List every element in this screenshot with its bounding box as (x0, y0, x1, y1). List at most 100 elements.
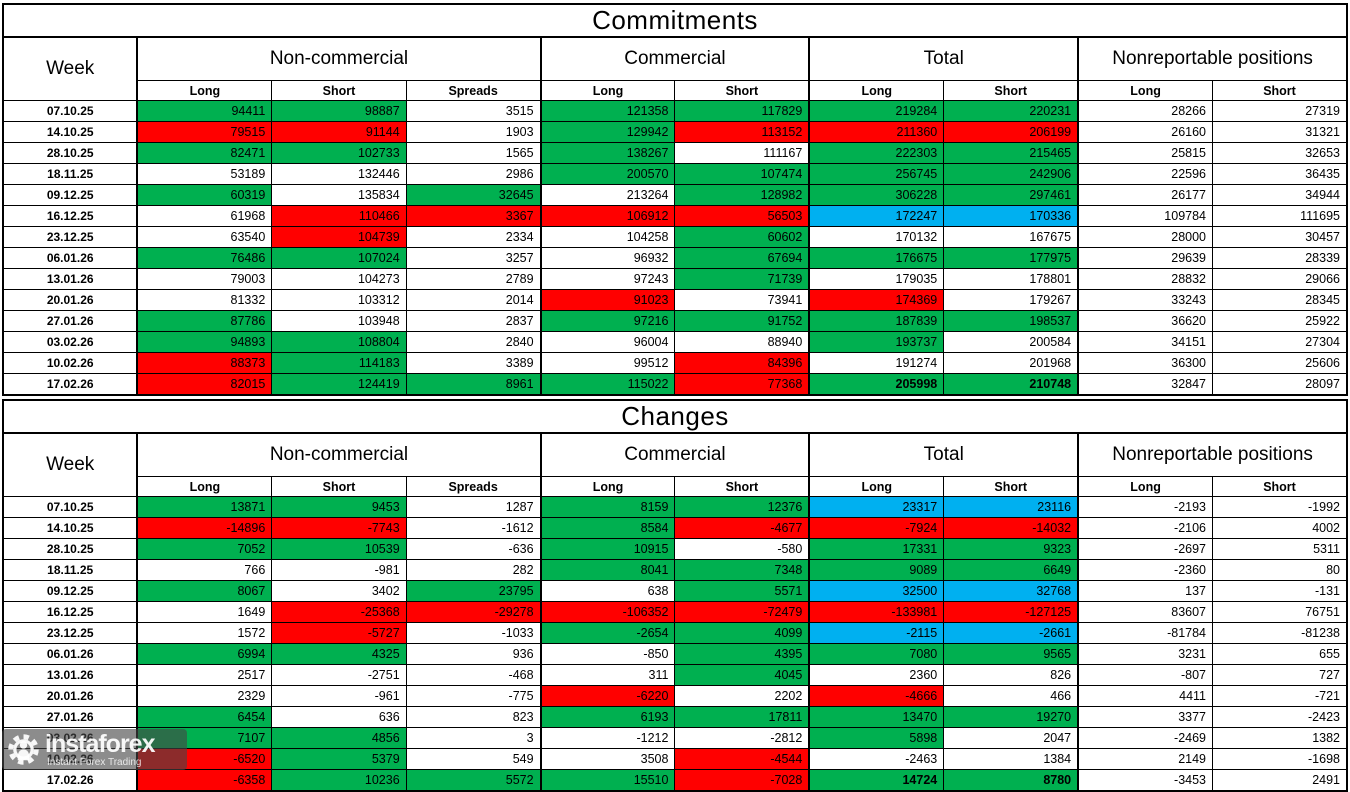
value-cell: -14896 (136, 517, 273, 539)
value-cell: -4666 (808, 685, 945, 707)
week-cell: 13.01.26 (2, 664, 138, 686)
column-header-short: Short (1212, 476, 1348, 497)
column-header-long: Long (808, 476, 945, 497)
value-cell: 94893 (136, 331, 273, 353)
value-cell: 61968 (136, 205, 273, 227)
value-cell: 2360 (808, 664, 945, 686)
instaforex-tagline: Instant Forex Trading (47, 756, 142, 768)
value-cell: 4411 (1077, 685, 1214, 707)
value-cell: 4099 (674, 622, 810, 644)
week-cell: 09.12.25 (2, 184, 138, 206)
instaforex-brand: instaforex (45, 729, 155, 758)
value-cell: 84396 (674, 352, 810, 374)
value-cell: 1903 (405, 121, 542, 143)
value-cell: 107024 (271, 247, 407, 269)
value-cell: -468 (405, 664, 542, 686)
value-cell: 1384 (943, 748, 1079, 770)
value-cell: 33243 (1077, 289, 1214, 311)
value-cell: 60319 (136, 184, 273, 206)
week-cell: 23.12.25 (2, 226, 138, 248)
value-cell: 110466 (271, 205, 407, 227)
column-header-short: Short (674, 476, 810, 497)
value-cell: 8584 (539, 517, 676, 539)
table-row: 28.10.25 82471 102733 1565 138267 111167 22230… (2, 142, 1348, 164)
value-cell: 7052 (136, 538, 273, 560)
table-row: Changes (2, 399, 1348, 434)
value-cell: 13470 (808, 706, 945, 728)
value-cell: 28339 (1212, 247, 1348, 269)
value-cell: 88373 (136, 352, 273, 374)
value-cell: 80 (1212, 559, 1348, 581)
group-header-nonreportable: Nonreportable positions (1077, 36, 1348, 81)
value-cell: -7924 (808, 517, 945, 539)
value-cell: 201968 (943, 352, 1079, 374)
value-cell: 32768 (943, 580, 1079, 602)
value-cell: 2789 (405, 268, 542, 290)
value-cell: 31321 (1212, 121, 1348, 143)
table-row: Week Non-commercial Commercial Total Non… (2, 432, 1348, 497)
value-cell: 124419 (271, 373, 407, 396)
value-cell: 88940 (674, 331, 810, 353)
value-cell: 97216 (539, 310, 676, 332)
value-cell: 104273 (271, 268, 407, 290)
value-cell: 3402 (271, 580, 407, 602)
value-cell: -2193 (1077, 496, 1214, 518)
value-cell: 3377 (1077, 706, 1214, 728)
value-cell: 137 (1077, 580, 1214, 602)
value-cell: 2329 (136, 685, 273, 707)
value-cell: 91752 (674, 310, 810, 332)
table-row: 16.12.25 1649 -25368 -29278 -106352 -72479 -13… (2, 601, 1348, 623)
value-cell: 28000 (1077, 226, 1214, 248)
value-cell: 8159 (539, 496, 676, 518)
table-row: 13.01.26 79003 104273 2789 97243 71739 179035 1… (2, 268, 1348, 290)
value-cell: 826 (943, 664, 1079, 686)
value-cell: 200570 (539, 163, 676, 185)
value-cell: 36435 (1212, 163, 1348, 185)
week-cell: 06.01.26 (2, 247, 138, 269)
value-cell: -2661 (943, 622, 1079, 644)
value-cell: 17811 (674, 706, 810, 728)
value-cell: 3508 (539, 748, 676, 770)
value-cell: 14724 (808, 769, 945, 792)
value-cell: 115022 (539, 373, 676, 396)
value-cell: -2697 (1077, 538, 1214, 560)
value-cell: 193737 (808, 331, 945, 353)
week-cell: 07.10.25 (2, 496, 138, 518)
value-cell: 2840 (405, 331, 542, 353)
value-cell: 2014 (405, 289, 542, 311)
table-row: 10.02.26-652053795493508-4544-2463138421… (2, 748, 1348, 770)
value-cell: 111167 (674, 142, 810, 164)
value-cell: 56503 (674, 205, 810, 227)
value-cell: 297461 (943, 184, 1079, 206)
column-header-short: Short (271, 476, 407, 497)
group-header-total: Total (808, 432, 1079, 477)
value-cell: -133981 (808, 601, 945, 623)
value-cell: 104258 (539, 226, 676, 248)
value-cell: -2469 (1077, 727, 1214, 749)
value-cell: -5727 (271, 622, 407, 644)
value-cell: 104739 (271, 226, 407, 248)
value-cell: 210748 (943, 373, 1079, 396)
table-row: Long Short Spreads Long Short Long Short… (3, 80, 1348, 101)
changes-table: Changes Week Non-commercial Commercial T… (2, 399, 1348, 792)
table-row: Commitments (2, 3, 1348, 38)
table-row: 18.11.25 53189 132446 2986 200570 107474 25674… (2, 163, 1348, 185)
value-cell: 60602 (674, 226, 810, 248)
value-cell: 936 (405, 643, 542, 665)
value-cell: -2463 (808, 748, 945, 770)
column-header-long: Long (136, 476, 273, 497)
table-row: 20.01.26 81332 103312 2014 91023 73941 174369 1… (2, 289, 1348, 311)
value-cell: -127125 (943, 601, 1079, 623)
week-cell: 16.12.25 (2, 601, 138, 623)
value-cell: 91023 (539, 289, 676, 311)
value-cell: 191274 (808, 352, 945, 374)
value-cell: 3257 (405, 247, 542, 269)
value-cell: -2812 (674, 727, 810, 749)
week-cell: 10.02.26 (2, 352, 138, 374)
week-cell: 20.01.26 (2, 289, 138, 311)
week-header: Week (2, 36, 138, 101)
table-row: 16.12.25 61968 110466 3367 106912 56503 172247… (2, 205, 1348, 227)
value-cell: -72479 (674, 601, 810, 623)
value-cell: 23795 (405, 580, 542, 602)
value-cell: 1382 (1212, 727, 1348, 749)
